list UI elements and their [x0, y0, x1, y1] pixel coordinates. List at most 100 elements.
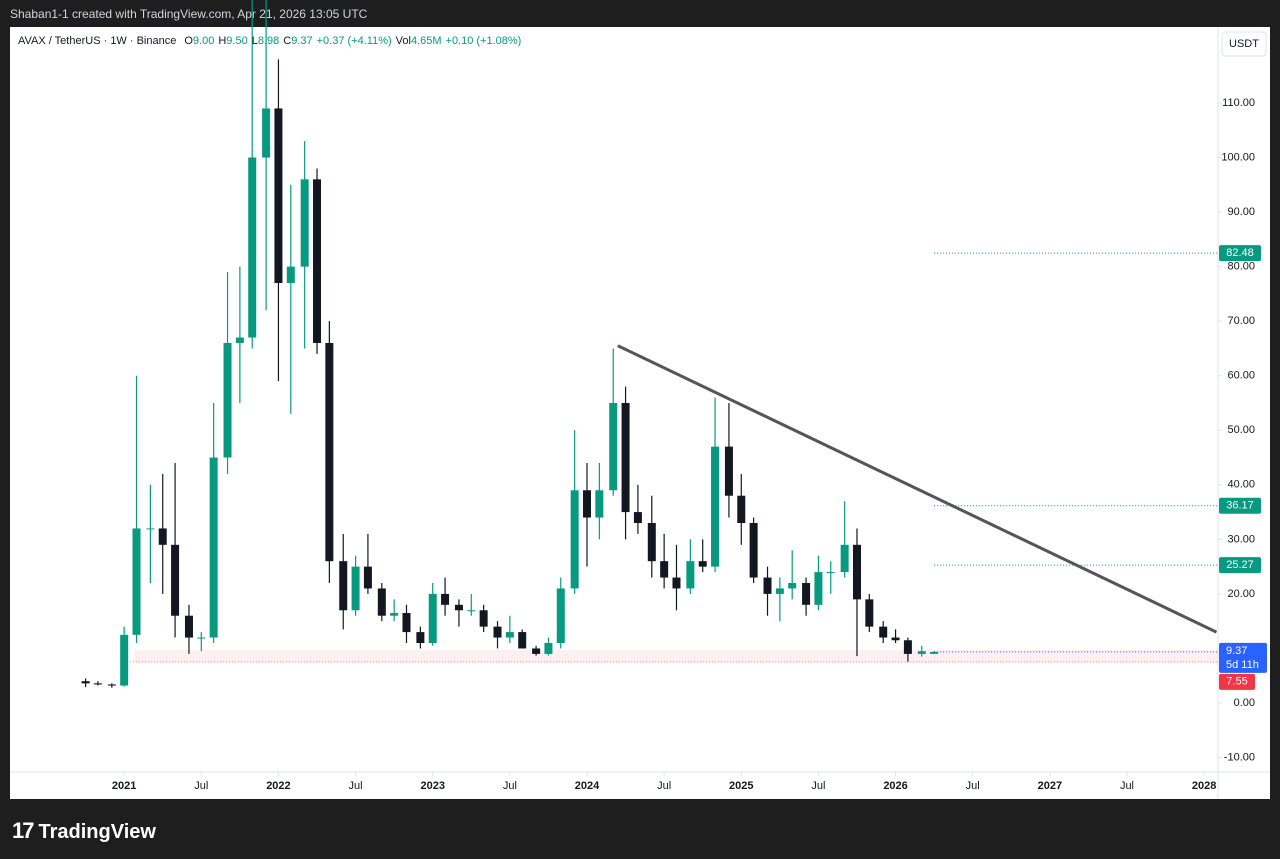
- x-tick-label: 2023: [420, 780, 444, 792]
- candle-body: [891, 637, 900, 641]
- legend-value: 9.00: [192, 35, 215, 47]
- level-badge: [1219, 557, 1261, 574]
- chart-panel: [10, 27, 1270, 799]
- last-price-label: 9.37: [1226, 645, 1247, 657]
- candle-body: [505, 632, 514, 638]
- candle-body: [518, 632, 527, 649]
- candle-body: [879, 626, 888, 638]
- currency-box[interactable]: [1221, 31, 1267, 57]
- candle-body: [930, 651, 939, 654]
- candle-body: [532, 648, 541, 654]
- candle-body: [737, 495, 746, 523]
- candle-body: [351, 566, 360, 611]
- y-tick-label: -10.00: [1224, 751, 1255, 763]
- candle-body: [749, 522, 758, 578]
- y-tick-label: 40.00: [1227, 479, 1255, 491]
- y-tick-label: 90.00: [1227, 206, 1255, 218]
- candle-body: [248, 157, 257, 338]
- candle-body: [428, 593, 437, 643]
- x-tick-label: 2022: [266, 780, 290, 792]
- candle-body: [865, 599, 874, 627]
- candle-body: [81, 681, 90, 684]
- candle-body: [107, 684, 116, 686]
- candle-body: [724, 446, 733, 496]
- level-badge: [1219, 497, 1261, 514]
- candle-body: [621, 402, 630, 513]
- candle-body: [416, 632, 425, 643]
- candle-body: [441, 593, 450, 605]
- x-tick-label: Jul: [349, 780, 363, 792]
- candle-body: [402, 612, 411, 633]
- candle-body: [711, 446, 720, 567]
- candle-body: [209, 457, 218, 638]
- y-tick-label: 110.00: [1222, 97, 1255, 109]
- legend-value: 8.98: [257, 35, 280, 47]
- candle-body: [903, 640, 912, 654]
- last-price-badge: [1219, 642, 1267, 673]
- candle-body: [223, 342, 232, 458]
- y-tick-label: 80.00: [1227, 261, 1255, 273]
- brand: TradingView: [38, 821, 156, 843]
- x-tick-label: Jul: [966, 780, 980, 792]
- x-tick-label: 2028: [1192, 780, 1216, 792]
- candle-body: [788, 582, 797, 589]
- legend-label: O: [184, 35, 193, 47]
- y-tick-label: 0.00: [1234, 697, 1255, 709]
- level-label: 82.48: [1226, 247, 1254, 259]
- countdown: 5d 11h: [1226, 659, 1259, 671]
- x-tick-label: Jul: [657, 780, 671, 792]
- candle-body: [493, 626, 502, 638]
- legend-value: 9.37: [291, 35, 313, 47]
- candle-body: [454, 604, 463, 611]
- candle-body: [660, 561, 669, 578]
- x-tick-label: 2026: [883, 780, 907, 792]
- volume-change: +0.10 (+1.08%): [445, 35, 522, 47]
- x-tick-label: Jul: [811, 780, 825, 792]
- candle-body: [339, 561, 348, 611]
- candle-body: [556, 588, 565, 643]
- candle-body: [595, 490, 604, 518]
- y-tick-label: 50.00: [1227, 424, 1255, 436]
- x-tick-label: Jul: [194, 780, 208, 792]
- candle-body: [325, 342, 334, 562]
- candle-body: [826, 572, 835, 574]
- footer: 17 TradingView: [12, 818, 156, 844]
- candle-body: [633, 512, 642, 523]
- support-zone: [134, 650, 1219, 664]
- candle-body: [570, 490, 579, 589]
- candle-body: [544, 642, 553, 654]
- x-tick-label: 2021: [112, 780, 136, 792]
- x-tick-label: 2027: [1038, 780, 1062, 792]
- low-price-badge: [1219, 673, 1255, 690]
- x-tick-label: 2024: [575, 780, 600, 792]
- candle-body: [467, 610, 476, 612]
- candle-body: [93, 683, 102, 685]
- level-label: 25.27: [1226, 559, 1254, 571]
- currency: USDT: [1229, 38, 1259, 50]
- volume-label: Vol: [395, 35, 411, 47]
- y-tick-label: 100.00: [1221, 151, 1255, 163]
- candle-body: [274, 108, 283, 283]
- candle-body: [917, 651, 926, 654]
- legend-value: 9.50: [226, 35, 248, 47]
- candle-body: [852, 544, 861, 600]
- legend: AVAX / TetherUS · 1W · Binance O9.00 H9.50…: [18, 35, 525, 47]
- legend-change: +0.37 (+4.11%): [316, 35, 392, 47]
- attribution: Shaban1-1 created with TradingView.com, …: [10, 7, 368, 21]
- candle-body: [300, 179, 309, 267]
- candle-body: [363, 566, 372, 589]
- candle-body: [262, 108, 271, 158]
- legend-label: C: [283, 35, 292, 47]
- level-label: 36.17: [1226, 500, 1254, 512]
- candle-body: [171, 544, 180, 616]
- candle-body: [763, 577, 772, 594]
- x-tick-label: Jul: [1120, 780, 1134, 792]
- candle-body: [672, 577, 681, 589]
- candle-body: [390, 612, 399, 616]
- volume: 4.65M: [410, 35, 442, 47]
- low-price-label: 7.55: [1226, 676, 1247, 688]
- candle-body: [132, 528, 141, 635]
- level-badge: [1219, 245, 1261, 262]
- x-tick-label: 2025: [729, 780, 753, 792]
